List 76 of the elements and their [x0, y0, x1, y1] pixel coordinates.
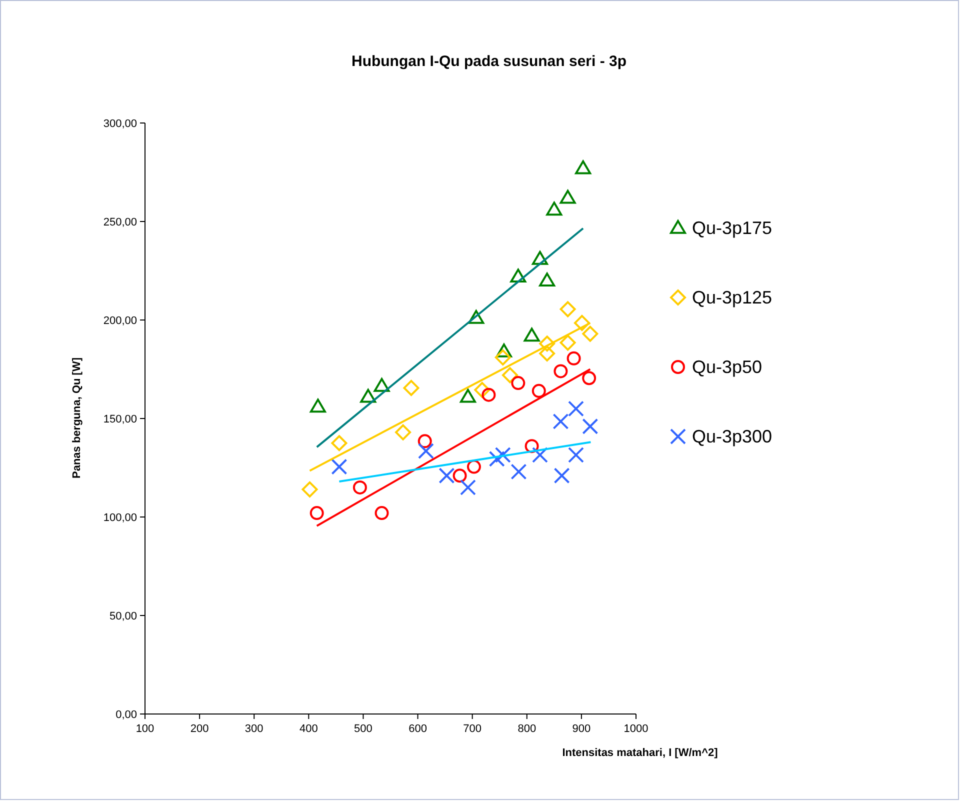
point [532, 446, 548, 463]
point [496, 344, 512, 358]
x-tick-label: 500 [354, 723, 372, 735]
x-tick-label: 600 [408, 723, 427, 735]
y-tick-label: 250,00 [103, 216, 137, 228]
point [524, 328, 540, 342]
point [568, 400, 584, 417]
y-tick-label: 100,00 [103, 512, 137, 524]
x-tick-label: 700 [463, 723, 482, 735]
point [546, 202, 562, 216]
x-tick-label: 200 [190, 723, 209, 735]
point [352, 480, 367, 494]
point [574, 314, 590, 331]
point [310, 398, 326, 413]
point [403, 380, 420, 396]
point [360, 388, 376, 403]
point [510, 464, 527, 480]
point [582, 371, 596, 386]
legend-label: Qu-3p175 [692, 218, 772, 238]
point [566, 351, 581, 366]
point [560, 301, 576, 318]
point [331, 458, 348, 475]
point [552, 413, 569, 430]
y-tick-label: 50,00 [109, 610, 137, 622]
legend-label: Qu-3p300 [692, 426, 772, 446]
point [502, 367, 518, 384]
point [560, 334, 576, 351]
point [488, 450, 505, 467]
x-tick-label: 100 [136, 723, 154, 735]
point [554, 468, 570, 484]
point [532, 384, 546, 398]
x-tick-label: 1000 [624, 723, 648, 735]
x-tick-label: 300 [244, 723, 264, 735]
point [511, 376, 526, 390]
x-axis-title: Intensitas matahari, I [W/m^2] [562, 747, 718, 759]
point [539, 272, 556, 286]
y-tick-label: 300,00 [103, 118, 137, 130]
point [460, 479, 476, 496]
point [539, 336, 556, 352]
point [452, 468, 467, 483]
point [560, 190, 576, 204]
chart-title: Hubungan I-Qu pada susunan seri - 3p [351, 53, 627, 70]
legend-label: Qu-3p50 [692, 357, 762, 377]
point [460, 388, 476, 403]
point [302, 481, 318, 498]
legend-label: Qu-3p125 [692, 288, 772, 308]
point [331, 435, 348, 452]
point [418, 434, 432, 448]
point [468, 310, 484, 324]
point [532, 250, 548, 265]
point [474, 382, 490, 398]
x-tick-label: 400 [299, 723, 318, 735]
point [374, 506, 389, 520]
point [554, 364, 568, 378]
point [524, 439, 539, 454]
point [438, 468, 455, 484]
point [494, 349, 511, 366]
point [568, 446, 584, 463]
y-axis-title: Panas berguna, Qu [W] [71, 357, 83, 479]
point [575, 160, 592, 174]
y-tick-label: 0,00 [116, 709, 137, 721]
x-tick-label: 800 [518, 723, 536, 735]
point [582, 326, 598, 342]
x-tick-label: 900 [572, 723, 591, 735]
point [494, 446, 511, 463]
point [510, 268, 526, 283]
y-tick-label: 150,00 [103, 414, 137, 426]
point [482, 388, 496, 402]
point [310, 506, 324, 520]
point [395, 424, 412, 440]
point [539, 345, 556, 362]
y-tick-label: 200,00 [103, 315, 137, 327]
point [582, 418, 598, 434]
point [418, 443, 434, 460]
point [466, 460, 481, 474]
point [374, 378, 390, 392]
